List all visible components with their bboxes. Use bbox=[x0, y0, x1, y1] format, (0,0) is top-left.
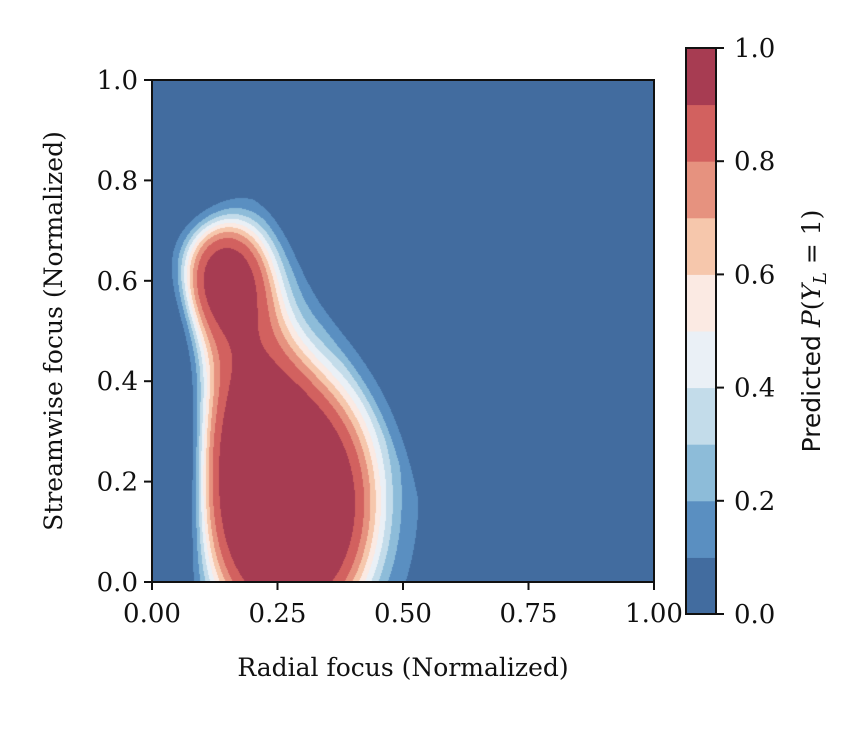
colorbar-tick-label: 0.2 bbox=[734, 487, 775, 517]
colorbar-level-block bbox=[686, 557, 716, 615]
colorbar-frame bbox=[685, 47, 717, 615]
y-tick-label: 1.0 bbox=[97, 66, 138, 96]
colorbar-level-block bbox=[686, 48, 716, 106]
y-tick-label: 0.2 bbox=[97, 468, 138, 498]
colorbar-label: Predicted P(YL = 1) bbox=[797, 210, 831, 453]
colorbar-label-math-y: Y bbox=[797, 282, 826, 301]
colorbar-label-math-sub: L bbox=[810, 272, 831, 285]
x-tick-label: 0.00 bbox=[123, 599, 181, 629]
contour-plot-area bbox=[152, 80, 654, 582]
contour-field bbox=[152, 80, 654, 582]
colorbar-tick-label: 0.8 bbox=[734, 147, 775, 177]
colorbar-label-math-p: P bbox=[797, 309, 826, 328]
colorbar-label-text: Predicted bbox=[797, 327, 826, 452]
colorbar-tick-label: 0.4 bbox=[734, 374, 775, 404]
colorbar-level-block bbox=[686, 500, 716, 558]
x-axis: 0.00 0.25 0.50 0.75 1.00 bbox=[123, 582, 683, 629]
colorbar-level-block bbox=[686, 274, 716, 332]
colorbar-level-block bbox=[686, 217, 716, 275]
x-tick-label: 0.75 bbox=[500, 599, 558, 629]
colorbar-level-block bbox=[686, 444, 716, 502]
colorbar-level-block bbox=[686, 331, 716, 389]
colorbar-tick-label: 0.0 bbox=[734, 600, 775, 630]
x-tick-label: 1.00 bbox=[625, 599, 683, 629]
x-tick-label: 0.50 bbox=[374, 599, 432, 629]
y-tick-label: 0.6 bbox=[97, 267, 138, 297]
y-axis: 0.0 0.2 0.4 0.6 0.8 1.0 bbox=[97, 66, 152, 598]
y-tick-label: 0.0 bbox=[97, 568, 138, 598]
colorbar-level-block bbox=[686, 161, 716, 219]
colorbar-level-block bbox=[686, 104, 716, 162]
colorbar-ticks: 0.0 0.2 0.4 0.6 0.8 1.0 bbox=[716, 34, 775, 630]
colorbar-label-math-open: ( bbox=[797, 301, 826, 311]
y-axis-label: Streamwise focus (Normalized) bbox=[39, 131, 68, 531]
y-tick-label: 0.8 bbox=[97, 166, 138, 196]
colorbar bbox=[686, 48, 716, 615]
x-axis-label: Radial focus (Normalized) bbox=[237, 653, 568, 682]
colorbar-tick-label: 1.0 bbox=[734, 34, 775, 64]
colorbar-level-block bbox=[686, 387, 716, 445]
colorbar-tick-label: 0.6 bbox=[734, 260, 775, 290]
x-tick-label: 0.25 bbox=[249, 599, 307, 629]
y-tick-label: 0.4 bbox=[97, 367, 138, 397]
colorbar-label-math-rest: = 1) bbox=[797, 210, 826, 273]
